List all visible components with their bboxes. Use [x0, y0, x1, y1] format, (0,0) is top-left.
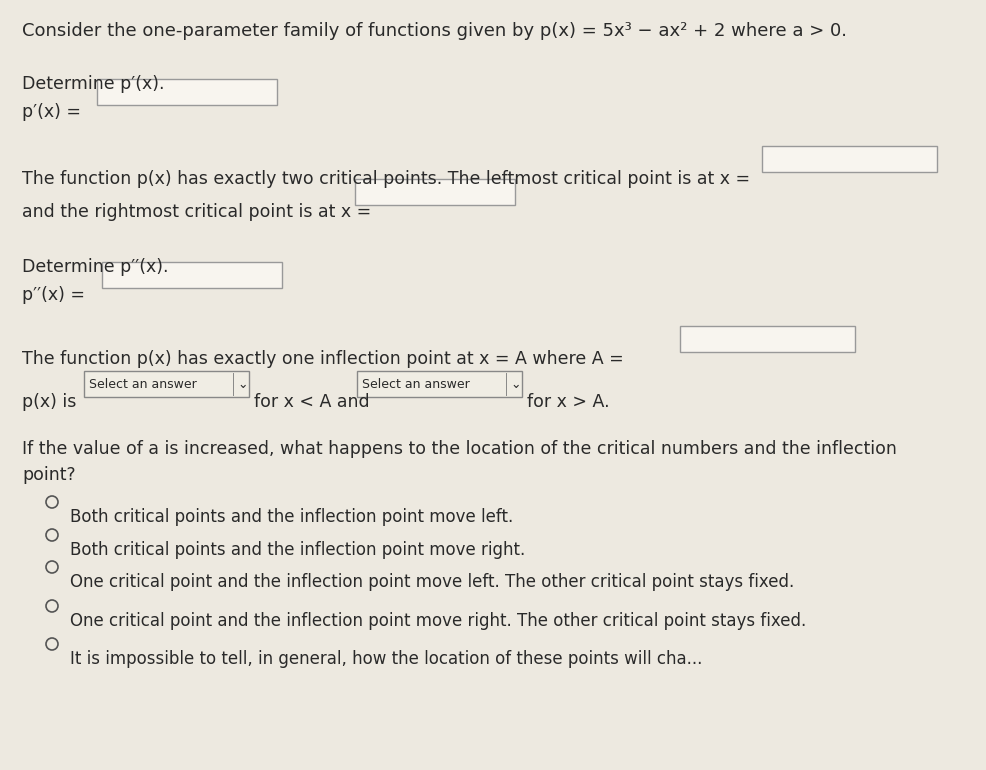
- Text: for x > A.: for x > A.: [527, 393, 609, 411]
- Text: and the rightmost critical point is at x =: and the rightmost critical point is at x…: [22, 203, 371, 221]
- Text: p′′(x) =: p′′(x) =: [22, 286, 85, 304]
- Text: The function p(x) has exactly one inflection point at x = A where A =: The function p(x) has exactly one inflec…: [22, 350, 623, 368]
- FancyBboxPatch shape: [761, 146, 936, 172]
- FancyBboxPatch shape: [679, 326, 854, 352]
- FancyBboxPatch shape: [102, 262, 282, 288]
- Text: Both critical points and the inflection point move left.: Both critical points and the inflection …: [70, 508, 513, 526]
- Text: One critical point and the inflection point move right. The other critical point: One critical point and the inflection po…: [70, 612, 806, 630]
- Text: Both critical points and the inflection point move right.: Both critical points and the inflection …: [70, 541, 525, 559]
- Text: p′(x) =: p′(x) =: [22, 103, 81, 121]
- FancyBboxPatch shape: [84, 371, 248, 397]
- Text: One critical point and the inflection point move left. The other critical point : One critical point and the inflection po…: [70, 573, 794, 591]
- FancyBboxPatch shape: [355, 179, 515, 205]
- Text: ⌄: ⌄: [510, 377, 520, 390]
- Text: for x < A and: for x < A and: [253, 393, 369, 411]
- Text: Select an answer: Select an answer: [362, 377, 469, 390]
- FancyBboxPatch shape: [357, 371, 522, 397]
- Text: Determine p′′(x).: Determine p′′(x).: [22, 258, 169, 276]
- FancyBboxPatch shape: [97, 79, 277, 105]
- Text: point?: point?: [22, 466, 76, 484]
- Text: Select an answer: Select an answer: [89, 377, 196, 390]
- Text: p(x) is: p(x) is: [22, 393, 76, 411]
- Text: The function p(x) has exactly two critical points. The leftmost critical point i: The function p(x) has exactly two critic…: [22, 170, 749, 188]
- Text: Consider the one-parameter family of functions given by p(x) = 5x³ − ax² + 2 whe: Consider the one-parameter family of fun…: [22, 22, 846, 40]
- Text: It is impossible to tell, in general, how the location of these points will cha.: It is impossible to tell, in general, ho…: [70, 650, 702, 668]
- Text: ⌄: ⌄: [237, 377, 247, 390]
- Text: Determine p′(x).: Determine p′(x).: [22, 75, 165, 93]
- Text: If the value of a is increased, what happens to the location of the critical num: If the value of a is increased, what hap…: [22, 440, 896, 458]
